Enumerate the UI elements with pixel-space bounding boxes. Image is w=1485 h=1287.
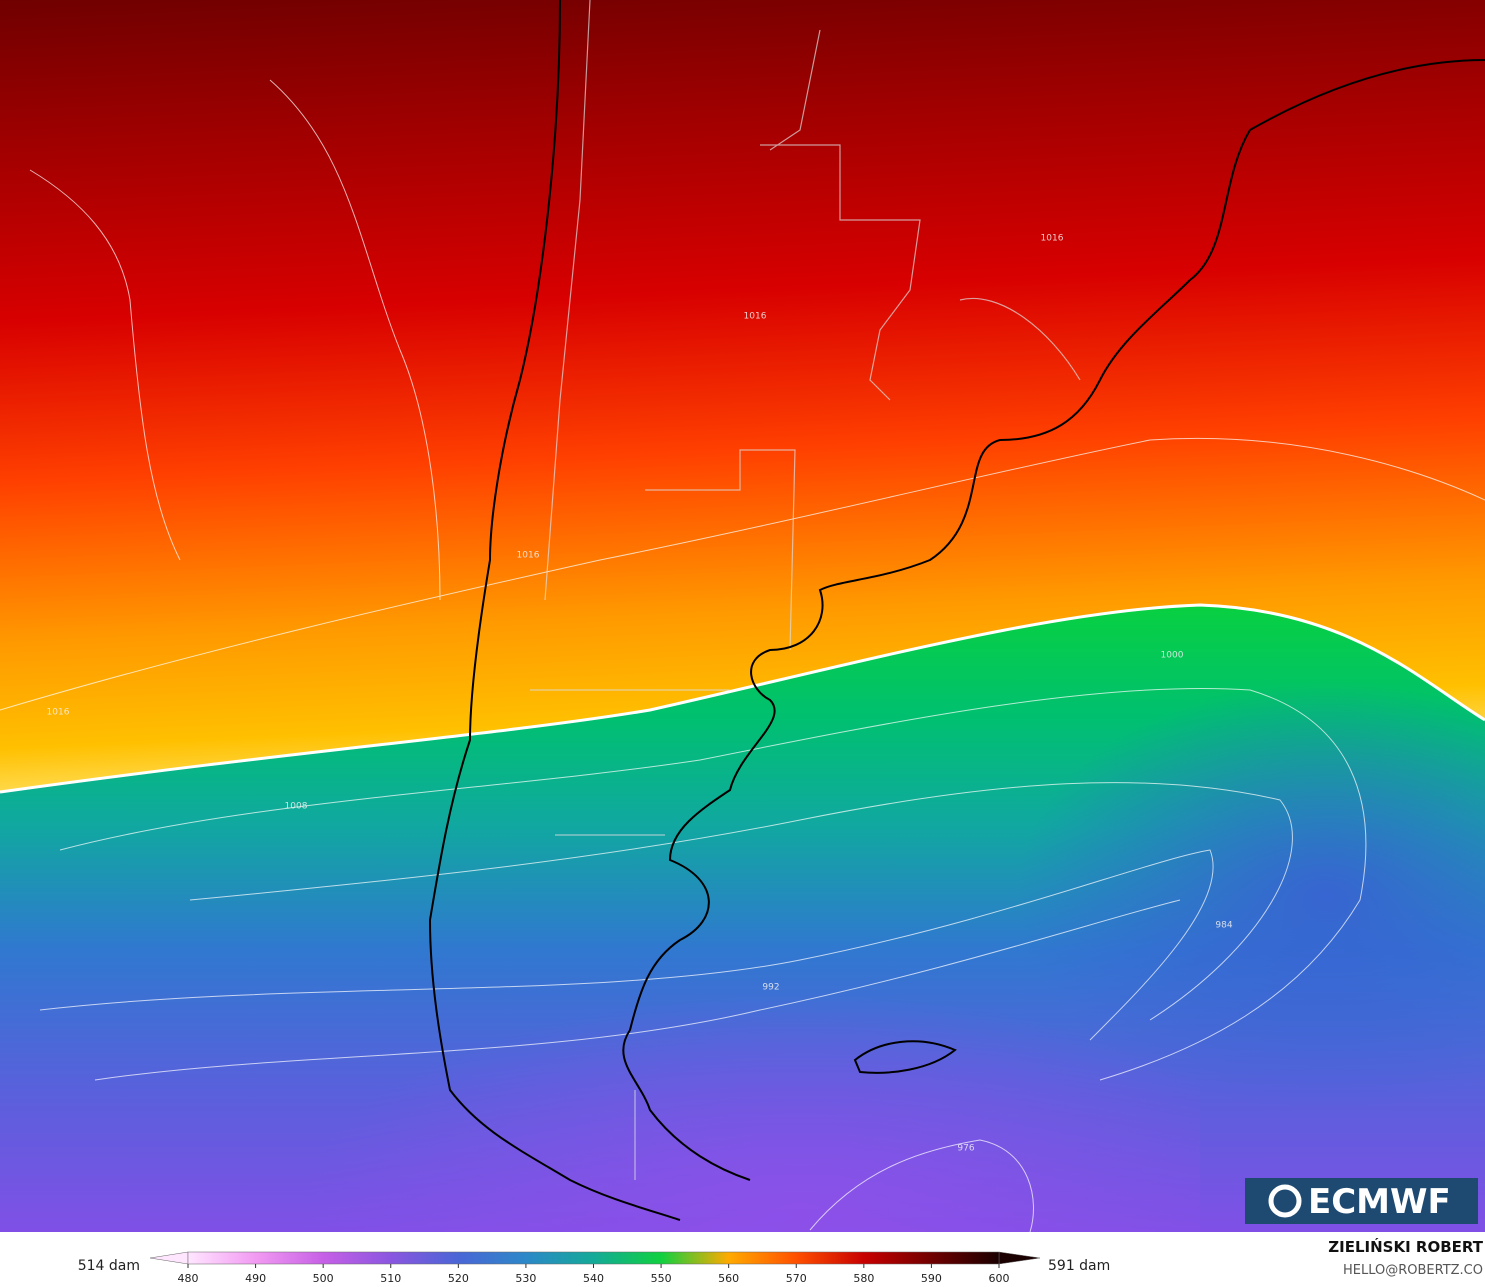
borders	[530, 0, 1081, 1180]
isobar-label: 1000	[1161, 651, 1184, 661]
isobar-label: 992	[762, 983, 779, 993]
colorbar: 480 490 500 510 520 530 540 550 560 570 580 590 600	[149, 1251, 1041, 1285]
colorbar-tick-label: 570	[786, 1272, 807, 1285]
colorbar-tick-label: 500	[313, 1272, 334, 1285]
colorbar-tick-label: 510	[380, 1272, 401, 1285]
colorbar-tick-label: 590	[921, 1272, 942, 1285]
logo-text: ECMWF	[1308, 1182, 1451, 1222]
isobar-label: 1016	[744, 312, 767, 322]
colorbar-tick-label: 540	[583, 1272, 604, 1285]
isobar-label: 1016	[47, 708, 70, 718]
logo-icon	[1268, 1184, 1302, 1218]
colorbar-tick-label: 520	[448, 1272, 469, 1285]
isobars	[0, 79, 1485, 1233]
isobar-label: 1016	[1041, 234, 1064, 244]
credit-contact: HELLO@ROBERTZ.CO	[1343, 1263, 1483, 1278]
colorbar-tick-label: 550	[651, 1272, 672, 1285]
isobar-label: 1008	[285, 802, 308, 812]
colorbar-tick-label: 530	[515, 1272, 536, 1285]
min-label: 514 dam	[78, 1258, 140, 1274]
low	[200, 800, 1200, 1232]
map: 1016 1008 1000 992 984 976 1016 1016 1016 ECMWF	[0, 0, 1485, 1233]
colorbar-tick-label: 490	[245, 1272, 266, 1285]
boundary-line	[0, 603, 1485, 794]
colorbar-bar	[187, 1251, 1000, 1265]
colorbar-tick-label: 600	[989, 1272, 1010, 1285]
isobar-label: 976	[957, 1144, 974, 1154]
isobar-label: 984	[1215, 921, 1232, 931]
colorbar-tick-label: 580	[853, 1272, 874, 1285]
colorbar-tick-label: 560	[718, 1272, 739, 1285]
credit-name: ZIELIŃSKI ROBERT	[1328, 1237, 1483, 1256]
coastline	[428, 0, 1485, 1221]
logo: ECMWF	[1245, 1178, 1478, 1224]
max-label: 591 dam	[1048, 1258, 1110, 1274]
colorbar-tick-label: 480	[178, 1272, 199, 1285]
isobar-labels: 1016 1008 1000 992 984 976 1016 1016 1016	[47, 234, 1233, 1154]
isobar-label: 1016	[517, 551, 540, 561]
